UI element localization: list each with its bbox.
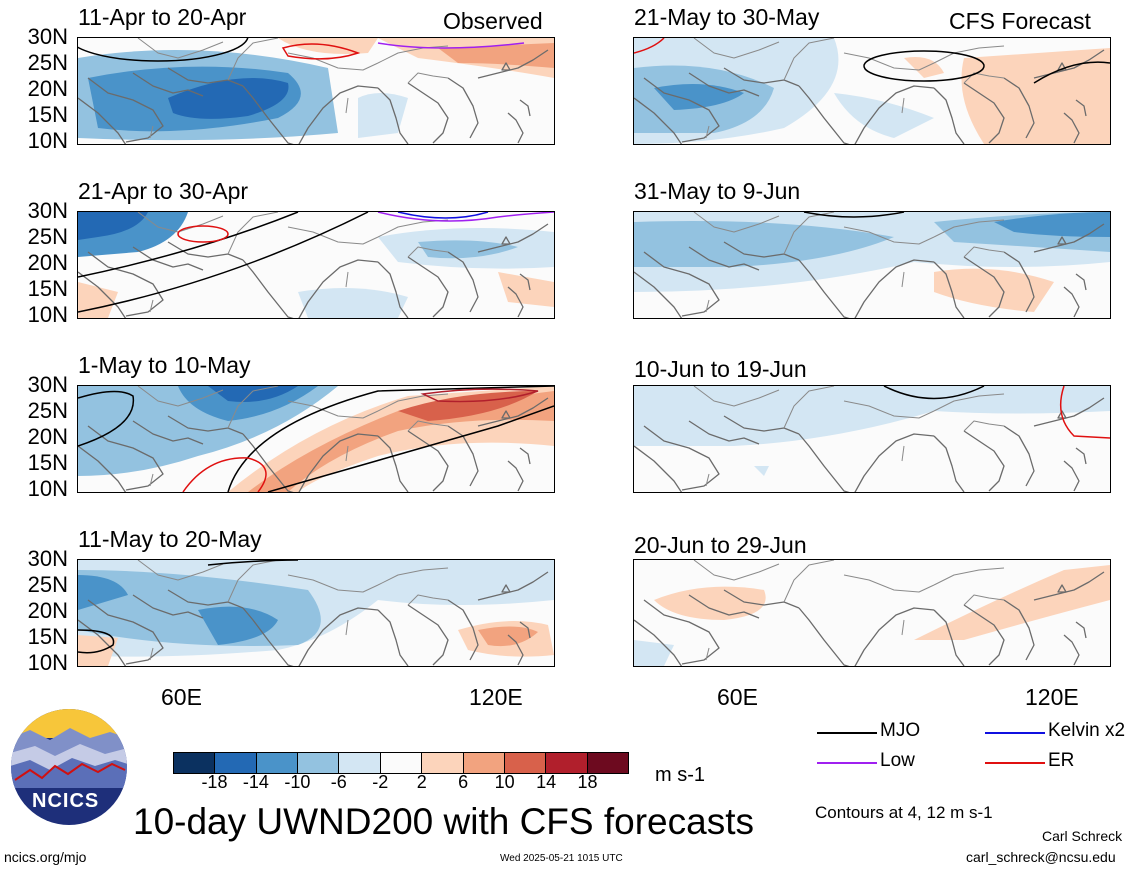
legend-label-mjo: MJO	[880, 720, 921, 741]
colorbar-tick-label: 18	[577, 772, 598, 792]
colorbar-swatch	[545, 753, 587, 773]
timestamp: Wed 2025-05-21 1015 UTC	[500, 853, 623, 864]
lat-label-30n: 30N	[27, 24, 68, 49]
lon-label-60e-left: 60E	[161, 684, 202, 710]
map-panel-5-plot	[634, 38, 1110, 144]
map-panel-1-plot	[78, 38, 554, 144]
colorbar-tick-label: 14	[536, 772, 557, 792]
panel-title-7: 10-Jun to 19-Jun	[634, 356, 807, 382]
colorbar-swatch	[379, 753, 422, 773]
legend-swatch-low	[817, 762, 877, 764]
colorbar-swatch	[586, 753, 628, 773]
panel-title-5: 21-May to 30-May	[634, 4, 820, 30]
lat-label-20n: 20N	[27, 250, 68, 275]
colorbar-swatch	[214, 753, 256, 773]
map-panel-5	[633, 37, 1111, 145]
lat-label-30n: 30N	[27, 546, 68, 571]
lon-label-60e-right: 60E	[717, 684, 758, 710]
lat-label-15n: 15N	[27, 450, 68, 475]
site-url[interactable]: ncics.org/mjo	[4, 849, 87, 865]
colorbar-tick-label: -10	[284, 772, 311, 792]
colorbar-swatch	[421, 753, 463, 773]
lat-label-20n: 20N	[27, 598, 68, 623]
colorbar-swatch	[338, 753, 380, 773]
colorbar-swatch	[255, 753, 298, 773]
lat-label-30n: 30N	[27, 198, 68, 223]
legend-swatch-er	[985, 762, 1045, 764]
panel-title-3: 1-May to 10-May	[78, 352, 251, 378]
author-email[interactable]: carl_schreck@ncsu.edu	[966, 849, 1116, 865]
observed-label: Observed	[443, 8, 543, 34]
lat-label-25n: 25N	[27, 398, 68, 423]
legend-label-er: ER	[1048, 750, 1075, 771]
colorbar-swatch	[174, 753, 215, 773]
map-panel-6-plot	[634, 212, 1110, 318]
lat-label-25n: 25N	[27, 572, 68, 597]
main-title: 10-day UWND200 with CFS forecasts	[133, 801, 754, 842]
ncics-logo-graphic	[11, 709, 127, 825]
lat-label-10n: 10N	[27, 650, 68, 675]
lat-label-10n: 10N	[27, 302, 68, 327]
colorbar-tick-label: 10	[494, 772, 515, 792]
lat-label-25n: 25N	[27, 224, 68, 249]
lat-label-15n: 15N	[27, 102, 68, 127]
map-panel-7	[633, 385, 1111, 493]
forecast-label: CFS Forecast	[949, 8, 1091, 34]
legend-label-low: Low	[880, 750, 915, 771]
colorbar-tick-label: -18	[201, 772, 228, 792]
colorbar-tick-label: 2	[416, 772, 427, 792]
lat-label-20n: 20N	[27, 76, 68, 101]
lon-label-120e-right: 120E	[1025, 684, 1079, 710]
lon-label-120e-left: 120E	[469, 684, 523, 710]
colorbar	[173, 752, 629, 774]
legend-swatch-kelvin	[985, 732, 1045, 734]
legend-swatch-mjo	[817, 732, 877, 734]
lat-label-25n: 25N	[27, 50, 68, 75]
lat-label-15n: 15N	[27, 624, 68, 649]
colorbar-tick-label: 6	[458, 772, 469, 792]
map-panel-7-plot	[634, 386, 1110, 492]
map-panel-8-plot	[634, 560, 1110, 666]
panel-title-8: 20-Jun to 29-Jun	[634, 532, 807, 558]
map-panel-4	[77, 559, 555, 667]
legend-label-kelvin: Kelvin x2	[1048, 720, 1126, 741]
map-panel-3-plot	[78, 386, 554, 492]
map-panel-6	[633, 211, 1111, 319]
map-panel-2-plot	[78, 212, 554, 318]
lat-label-10n: 10N	[27, 128, 68, 153]
panel-title-6: 31-May to 9-Jun	[634, 178, 801, 204]
colorbar-swatch	[297, 753, 339, 773]
map-panel-3	[77, 385, 555, 493]
colorbar-swatch	[503, 753, 546, 773]
map-panel-8	[633, 559, 1111, 667]
colorbar-tick-label: -2	[372, 772, 389, 792]
panel-title-2: 21-Apr to 30-Apr	[78, 178, 249, 204]
logo-text: NCICS	[32, 790, 100, 812]
ncics-logo: NCICS	[10, 708, 128, 826]
lat-label-20n: 20N	[27, 424, 68, 449]
lat-label-15n: 15N	[27, 276, 68, 301]
colorbar-tick-label: -14	[242, 772, 269, 792]
lat-label-30n: 30N	[27, 372, 68, 397]
panel-title-1: 11-Apr to 20-Apr	[78, 4, 247, 30]
author-name: Carl Schreck	[1042, 828, 1123, 844]
contours-note: Contours at 4, 12 m s-1	[815, 803, 993, 822]
colorbar-swatch	[462, 753, 504, 773]
colorbar-tick-label: -6	[330, 772, 347, 792]
map-panel-1	[77, 37, 555, 145]
colorbar-units: m s-1	[655, 764, 705, 786]
lat-label-10n: 10N	[27, 476, 68, 501]
map-panel-2	[77, 211, 555, 319]
map-panel-4-plot	[78, 560, 554, 666]
panel-title-4: 11-May to 20-May	[78, 526, 262, 552]
